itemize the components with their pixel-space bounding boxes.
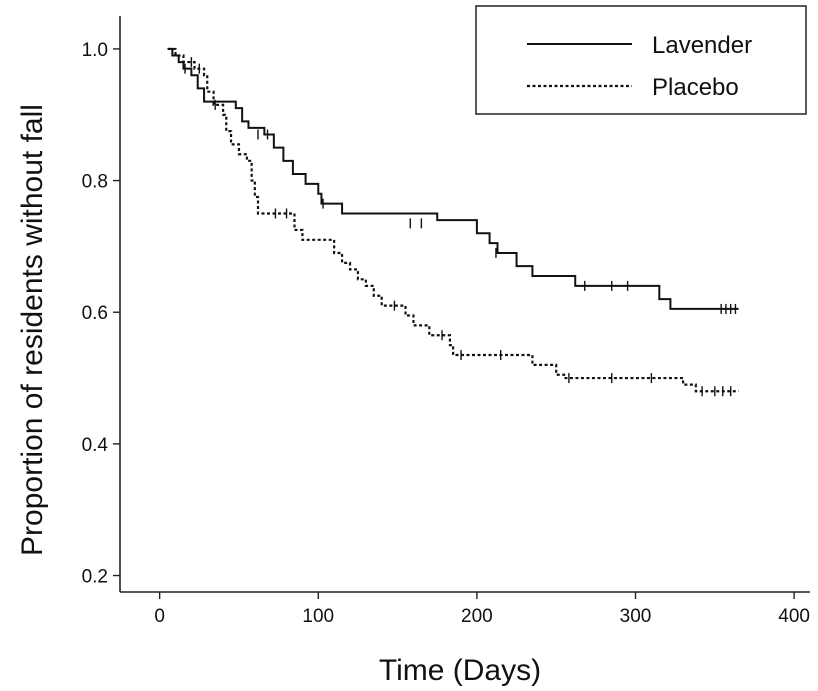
x-tick-label: 300: [620, 606, 652, 627]
y-tick-label: 0.8: [82, 172, 108, 193]
legend-label-lavender: Lavender: [652, 32, 752, 59]
axes: 0.2 0.4 0.6 0.8 1.0 0 100 200 300 400: [82, 16, 810, 627]
x-axis-title: Time (Days): [379, 654, 541, 687]
x-tick-label: 100: [302, 606, 334, 627]
series-line-lavender: [167, 47, 739, 310]
series-layer: [167, 47, 739, 397]
y-tick-label: 1.0: [82, 40, 108, 61]
legend: Lavender Placebo: [475, 5, 807, 115]
x-tick-label: 0: [154, 606, 165, 627]
x-tick-label: 200: [461, 606, 493, 627]
y-axis-title: Proportion of residents without fall: [16, 104, 49, 556]
series-line-placebo: [167, 47, 739, 393]
y-tick-label: 0.4: [82, 435, 109, 456]
y-tick-label: 0.6: [82, 303, 108, 324]
y-tick-label: 0.2: [82, 567, 108, 588]
x-tick-label: 400: [778, 606, 810, 627]
legend-box: [475, 5, 807, 115]
legend-label-placebo: Placebo: [652, 74, 739, 101]
